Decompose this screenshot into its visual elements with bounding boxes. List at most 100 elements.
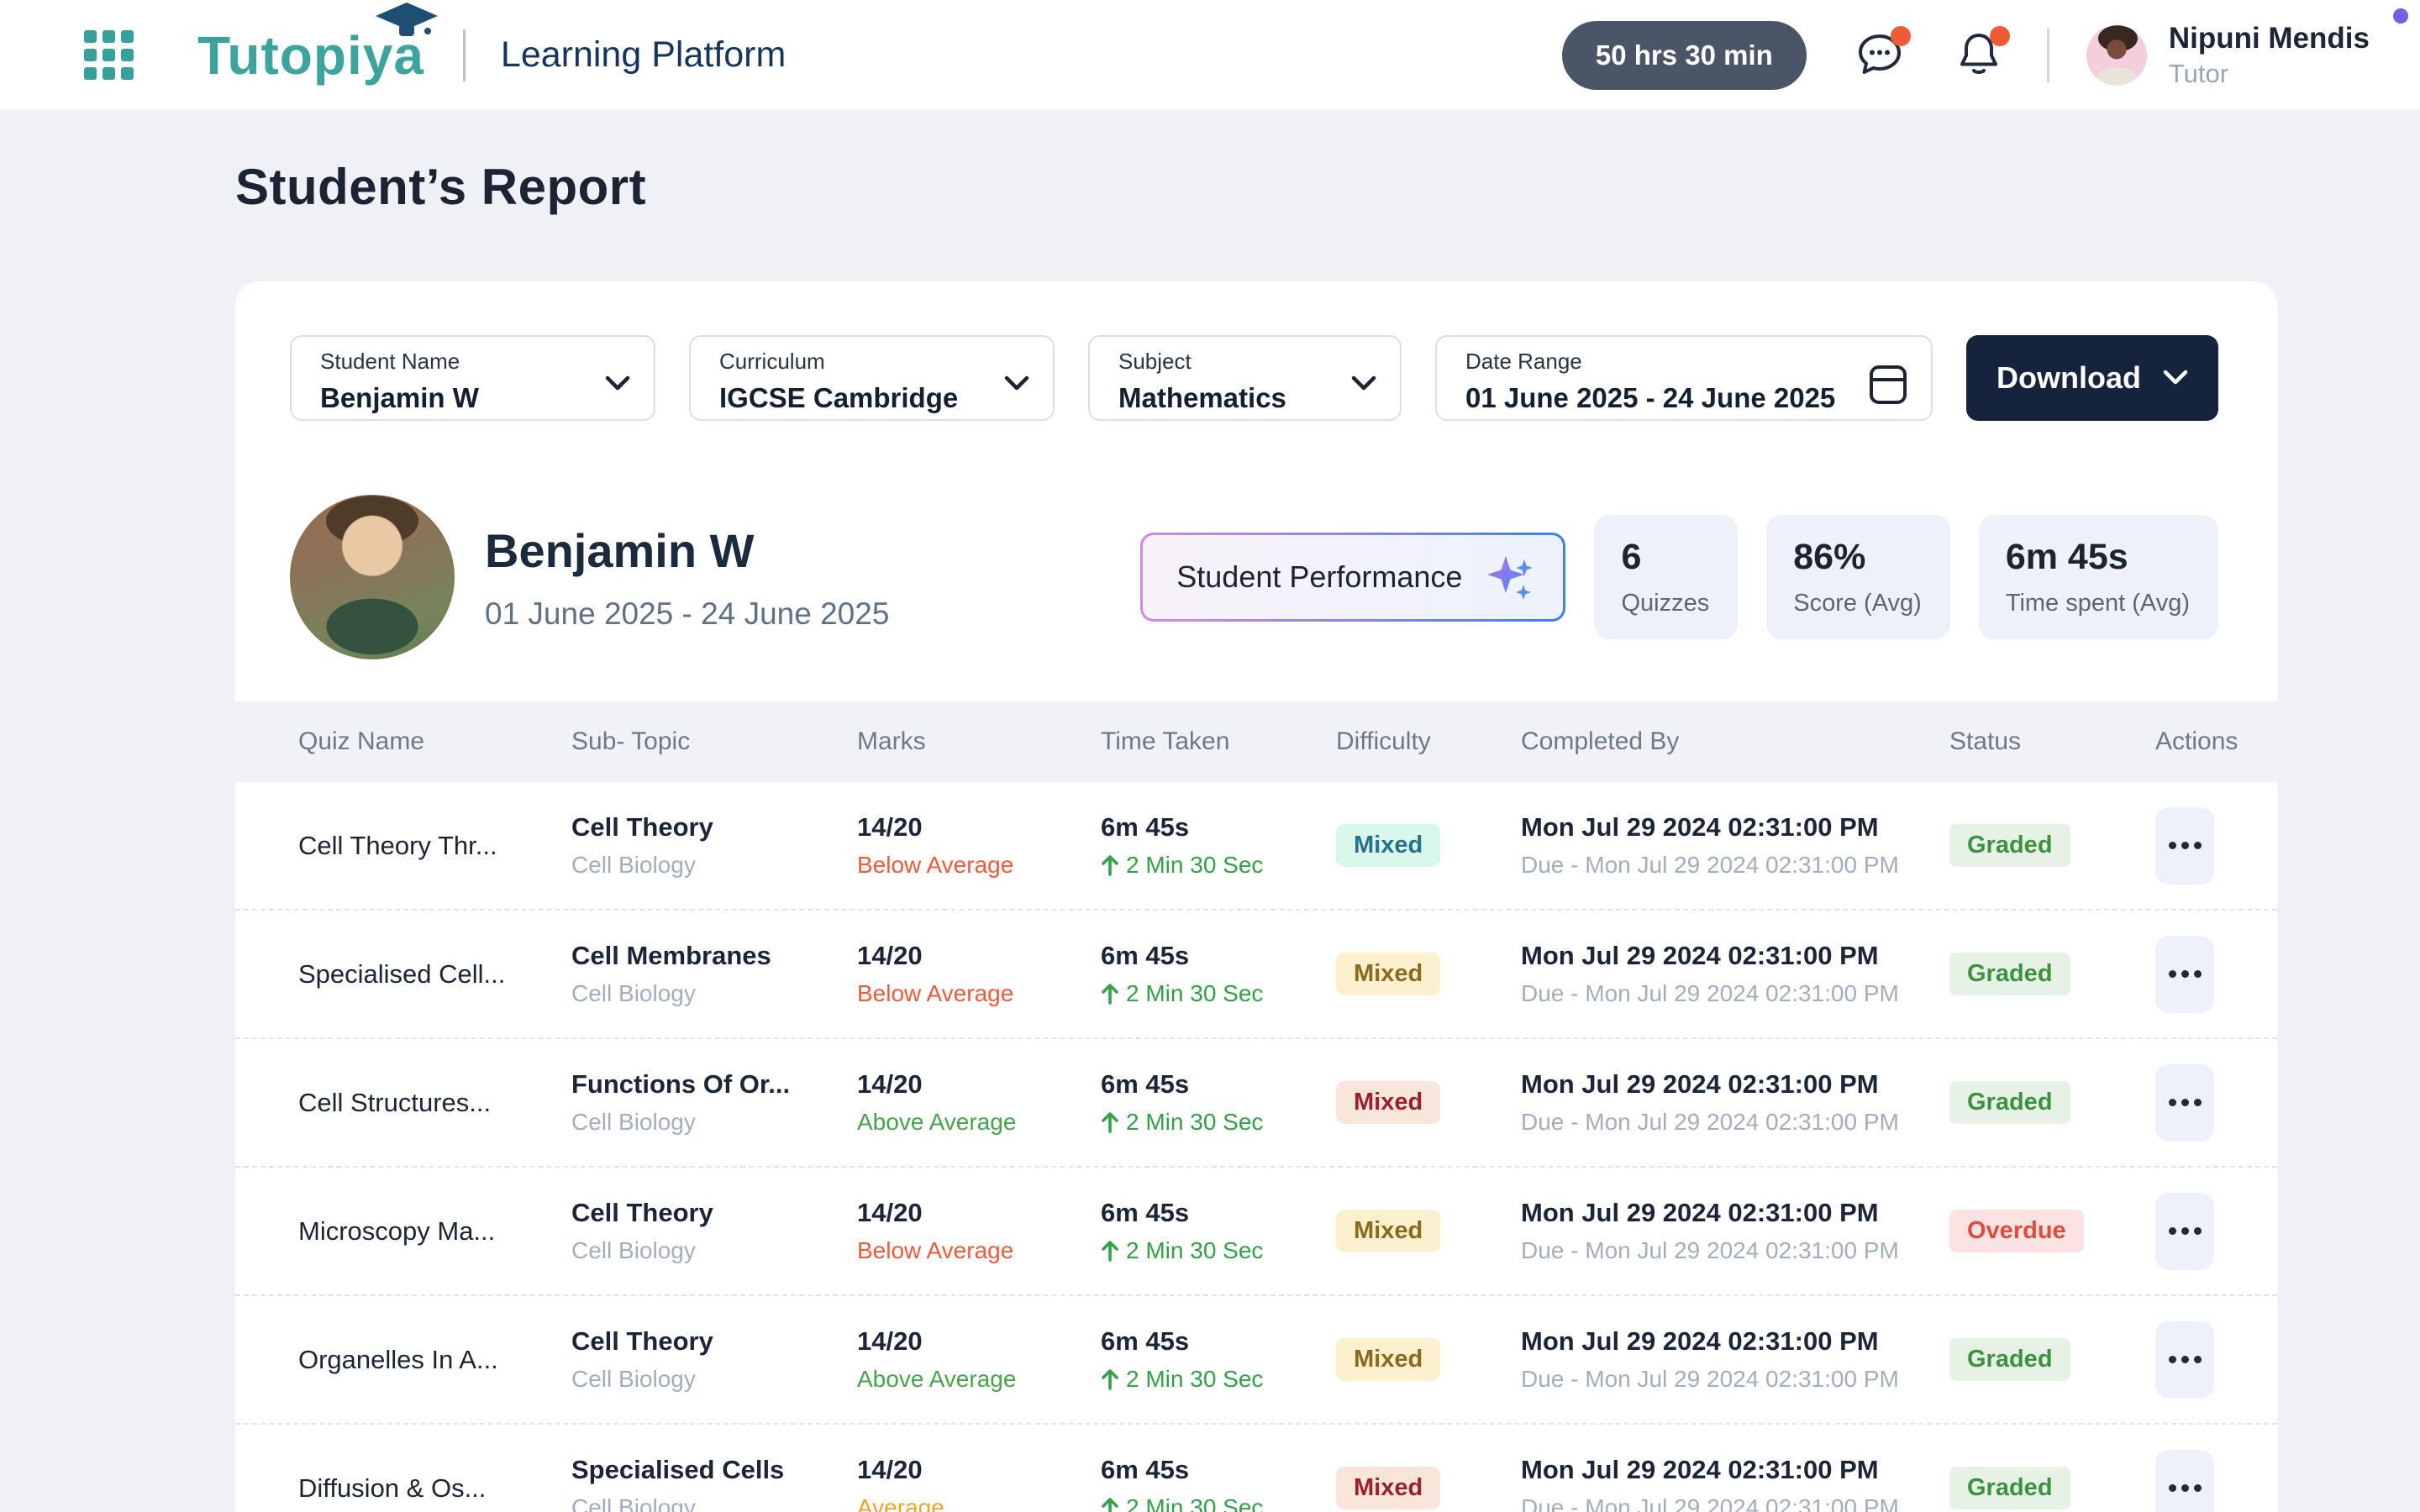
- completed-by-cell: Mon Jul 29 2024 02:31:00 PM Due - Mon Ju…: [1521, 1326, 1949, 1393]
- stat-quizzes: 6 Quizzes: [1594, 515, 1738, 639]
- stat-time-label: Time spent (Avg): [2006, 590, 2190, 617]
- quiz-name-cell: Cell Structures...: [298, 1088, 571, 1118]
- quiz-name-cell: Microscopy Ma...: [298, 1216, 571, 1247]
- stat-time-value: 6m 45s: [2006, 537, 2190, 578]
- table-row: Specialised Cell... Cell Membranes Cell …: [235, 911, 2277, 1039]
- tutor-avatar[interactable]: [2086, 25, 2147, 86]
- row-actions-button[interactable]: [2155, 807, 2214, 885]
- student-performance-button[interactable]: Student Performance: [1140, 533, 1565, 622]
- sub-topic-cell: Cell Theory Cell Biology: [571, 1198, 857, 1264]
- chevron-down-icon: [1351, 375, 1376, 392]
- quiz-table-header: Quiz Name Sub- Topic Marks Time Taken Di…: [235, 701, 2277, 782]
- total-hours-badge: 50 hrs 30 min: [1562, 21, 1807, 90]
- difficulty-badge: Mixed: [1336, 1467, 1440, 1509]
- table-row: Cell Theory Thr... Cell Theory Cell Biol…: [235, 782, 2277, 911]
- student-name-dropdown[interactable]: Student Name Benjamin W: [290, 335, 655, 421]
- quiz-name-cell: Organelles In A...: [298, 1345, 571, 1375]
- time-taken-cell: 6m 45s 2 Min 30 Sec: [1101, 1069, 1336, 1136]
- table-row: Organelles In A... Cell Theory Cell Biol…: [235, 1296, 2277, 1425]
- chevron-down-icon: [1004, 375, 1029, 392]
- curriculum-value: IGCSE Cambridge: [719, 382, 958, 414]
- row-actions-button[interactable]: [2155, 1450, 2214, 1512]
- time-taken-cell: 6m 45s 2 Min 30 Sec: [1101, 1198, 1336, 1264]
- header-divider: [2047, 28, 2049, 83]
- col-time-taken: Time Taken: [1101, 727, 1336, 756]
- marks-cell: 14/20 Below Average: [857, 1198, 1101, 1264]
- difficulty-badge: Mixed: [1336, 824, 1440, 867]
- time-taken-cell: 6m 45s 2 Min 30 Sec: [1101, 1326, 1336, 1393]
- main-content: Student’s Report Student Name Benjamin W…: [235, 158, 2277, 1512]
- sub-topic-cell: Cell Theory Cell Biology: [571, 1326, 857, 1393]
- quiz-name-cell: Cell Theory Thr...: [298, 831, 571, 861]
- completed-by-cell: Mon Jul 29 2024 02:31:00 PM Due - Mon Ju…: [1521, 1198, 1949, 1264]
- status-badge: Graded: [1949, 953, 2070, 995]
- up-arrow-icon: [1101, 983, 1119, 1005]
- up-arrow-icon: [1101, 854, 1119, 876]
- time-taken-cell: 6m 45s 2 Min 30 Sec: [1101, 941, 1336, 1007]
- col-completed-by: Completed By: [1521, 727, 1949, 756]
- table-row: Cell Structures... Functions Of Or... Ce…: [235, 1039, 2277, 1168]
- quiz-name-cell: Specialised Cell...: [298, 959, 571, 990]
- difficulty-badge: Mixed: [1336, 1338, 1440, 1381]
- sparkles-icon: [1486, 551, 1534, 603]
- marks-cell: 14/20 Above Average: [857, 1069, 1101, 1136]
- row-actions-button[interactable]: [2155, 936, 2214, 1013]
- marks-cell: 14/20 Below Average: [857, 812, 1101, 879]
- student-name-label: Student Name: [320, 349, 479, 375]
- platform-name: Learning Platform: [501, 34, 786, 76]
- brand-logo[interactable]: Tutopiya: [197, 24, 424, 87]
- marks-cell: 14/20 Average: [857, 1455, 1101, 1512]
- completed-by-cell: Mon Jul 29 2024 02:31:00 PM Due - Mon Ju…: [1521, 1069, 1949, 1136]
- notifications-bell-icon[interactable]: [1953, 29, 2005, 81]
- student-avatar: [290, 495, 455, 659]
- chat-icon[interactable]: [1854, 29, 1906, 81]
- col-status: Status: [1949, 727, 2155, 756]
- row-actions-button[interactable]: [2155, 1064, 2214, 1142]
- bell-unread-dot: [1990, 26, 2010, 46]
- quiz-name-cell: Diffusion & Os...: [298, 1473, 571, 1504]
- stat-score-label: Score (Avg): [1793, 590, 1922, 617]
- difficulty-badge: Mixed: [1336, 1210, 1440, 1252]
- row-actions-button[interactable]: [2155, 1193, 2214, 1270]
- col-quiz-name: Quiz Name: [298, 727, 571, 756]
- col-sub-topic: Sub- Topic: [571, 727, 857, 756]
- stat-score-avg: 86% Score (Avg): [1766, 515, 1950, 639]
- up-arrow-icon: [1101, 1240, 1119, 1262]
- student-name-value: Benjamin W: [320, 382, 479, 414]
- sub-topic-cell: Specialised Cells Cell Biology: [571, 1455, 857, 1512]
- marks-cell: 14/20 Below Average: [857, 941, 1101, 1007]
- row-actions-button[interactable]: [2155, 1321, 2214, 1399]
- curriculum-dropdown[interactable]: Curriculum IGCSE Cambridge: [689, 335, 1055, 421]
- table-row: Microscopy Ma... Cell Theory Cell Biolog…: [235, 1168, 2277, 1296]
- student-date-range: 01 June 2025 - 24 June 2025: [485, 596, 889, 632]
- col-actions: Actions: [2155, 727, 2214, 756]
- col-marks: Marks: [857, 727, 1101, 756]
- user-profile[interactable]: Nipuni Mendis Tutor: [2169, 22, 2370, 89]
- sub-topic-cell: Cell Theory Cell Biology: [571, 812, 857, 879]
- header-divider: [463, 29, 466, 81]
- sub-topic-cell: Functions Of Or... Cell Biology: [571, 1069, 857, 1136]
- chevron-down-icon: [605, 375, 630, 392]
- page-title: Student’s Report: [235, 158, 2277, 216]
- subject-dropdown[interactable]: Subject Mathematics: [1088, 335, 1402, 421]
- status-badge: Graded: [1949, 1338, 2070, 1381]
- user-role: Tutor: [2169, 59, 2370, 89]
- date-range-picker[interactable]: Date Range 01 June 2025 - 24 June 2025: [1435, 335, 1933, 421]
- stat-quizzes-value: 6: [1621, 537, 1709, 578]
- status-badge: Graded: [1949, 1081, 2070, 1124]
- marks-cell: 14/20 Above Average: [857, 1326, 1101, 1393]
- corner-notification-dot: [2393, 8, 2408, 24]
- time-taken-cell: 6m 45s 2 Min 30 Sec: [1101, 812, 1336, 879]
- download-label: Download: [1996, 360, 2141, 396]
- report-card: Student Name Benjamin W Curriculum IGCSE…: [235, 281, 2277, 1512]
- student-performance-label: Student Performance: [1176, 559, 1462, 595]
- sub-topic-cell: Cell Membranes Cell Biology: [571, 941, 857, 1007]
- download-button[interactable]: Download: [1966, 335, 2218, 421]
- quiz-table: Quiz Name Sub- Topic Marks Time Taken Di…: [235, 701, 2277, 1512]
- col-difficulty: Difficulty: [1336, 727, 1521, 756]
- difficulty-badge: Mixed: [1336, 1081, 1440, 1124]
- completed-by-cell: Mon Jul 29 2024 02:31:00 PM Due - Mon Ju…: [1521, 1455, 1949, 1512]
- app-menu-icon[interactable]: [84, 30, 134, 80]
- student-summary: Benjamin W 01 June 2025 - 24 June 2025 S…: [235, 421, 2277, 659]
- up-arrow-icon: [1101, 1497, 1119, 1512]
